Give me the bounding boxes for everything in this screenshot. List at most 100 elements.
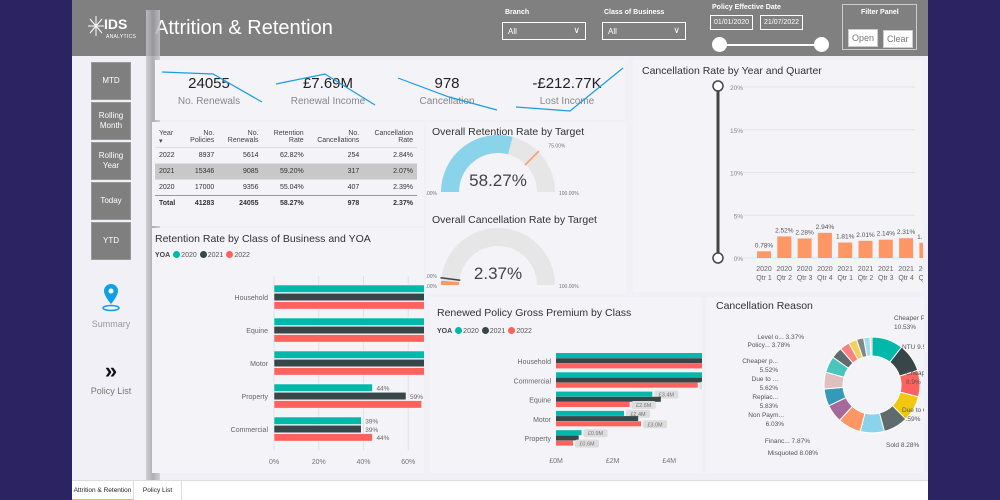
column-header[interactable]: Cancellation Rate — [374, 130, 413, 144]
today-button[interactable]: Today — [91, 182, 131, 220]
donut-slice — [869, 336, 873, 357]
x-tick-label: 2021 — [858, 266, 874, 273]
x-tick-label: Qtr 4 — [817, 275, 833, 282]
bar — [556, 416, 639, 422]
target-marker — [524, 150, 540, 166]
data-label-bg — [575, 439, 599, 448]
table-cell: 407 — [307, 179, 364, 196]
range-slider-top-handle[interactable] — [712, 80, 724, 92]
tab-attrition-retention[interactable]: Attrition & Retention — [72, 481, 134, 500]
data-label: 1.78% — [917, 234, 923, 241]
class-of-business-dropdown[interactable]: All ∨ — [602, 22, 686, 40]
branch-dropdown[interactable]: All ∨ — [502, 22, 586, 40]
column-header[interactable]: No. Cancellations — [317, 130, 360, 144]
rolling-month-button[interactable]: Rolling Month — [91, 102, 131, 140]
table-cell: Total — [155, 195, 181, 211]
x-tick-label: £4M — [663, 458, 677, 465]
x-tick-label: 2020 — [777, 266, 793, 273]
data-label: 2.94% — [816, 224, 835, 231]
target-label: 4.00% — [426, 274, 438, 280]
summary-nav[interactable]: Summary — [87, 282, 135, 329]
mtd-button[interactable]: MTD — [91, 62, 131, 100]
start-date-input[interactable]: 01/01/2020 — [710, 15, 754, 30]
bar — [556, 421, 641, 427]
data-label: £3.4M — [659, 393, 675, 399]
branch-label: Branch — [505, 9, 530, 16]
column-header[interactable]: No. Renewals — [227, 130, 259, 144]
class-of-business-label: Class of Business — [604, 9, 665, 16]
date-slider-start-handle[interactable] — [712, 37, 727, 52]
slice-value: 5.83% — [760, 403, 779, 410]
filter-panel-label: Filter Panel — [861, 9, 899, 16]
total-row[interactable]: Total 41283 24055 58.27% 978 2.37% — [155, 195, 417, 211]
bar — [556, 377, 702, 383]
x-tick-label: 40% — [356, 459, 370, 466]
ytd-button[interactable]: YTD — [91, 222, 131, 260]
category-label: Property — [525, 436, 552, 443]
range-slider-bottom-handle[interactable] — [712, 252, 724, 264]
category-label: Property — [242, 394, 269, 401]
data-label: 2.31% — [897, 229, 916, 236]
table-cell: 2.84% — [363, 147, 417, 164]
gauges-panel: Overall Retention Rate by Target 58.27% 0.… — [423, 122, 626, 294]
category-label: Equine — [529, 398, 551, 405]
gauges-svg: Overall Retention Rate by Target 58.27% 0.… — [423, 126, 597, 290]
table-row[interactable]: 2022 8937 5614 62.82% 254 2.84% — [155, 147, 417, 164]
x-tick-label: 2021 — [837, 266, 853, 273]
column-header[interactable]: Retention Rate — [273, 130, 304, 144]
policy-list-label: Policy List — [90, 386, 132, 396]
legend-item: 2021 — [489, 328, 506, 335]
table-cell: 978 — [307, 195, 364, 211]
gauge-title: Overall Retention Rate by Target — [432, 126, 584, 138]
slice-label: Cheaper Premium Else... — [894, 315, 924, 322]
slice-label: Cheape... — [906, 370, 924, 377]
table-cell: 59.20% — [262, 163, 308, 180]
table-cell: 24055 — [218, 195, 263, 211]
x-tick-label: Qtr 1 — [837, 275, 853, 282]
chart-legend: YOA 2020 2021 2022 — [155, 251, 250, 259]
bar — [273, 293, 424, 302]
rolling-year-button[interactable]: Rolling Year — [91, 142, 131, 180]
date-slider-end-handle[interactable] — [814, 37, 829, 52]
bar — [273, 326, 424, 335]
legend-item: 2020 — [463, 328, 479, 335]
table-cell: 41283 — [180, 195, 219, 211]
data-label: 39% — [365, 427, 378, 434]
end-date-input[interactable]: 21/07/2022 — [760, 15, 804, 30]
bar — [273, 301, 424, 310]
date-slider-track[interactable] — [722, 44, 822, 46]
open-filter-button[interactable]: Open — [848, 29, 879, 47]
logo-subtext: ANALYTICS — [106, 34, 137, 40]
table-cell: 254 — [307, 147, 364, 164]
table-cell: 58.27% — [262, 195, 308, 211]
kpi-label: No. Renewals — [177, 96, 241, 107]
target-label: 75.00% — [548, 144, 566, 150]
kpi-value: 978 — [434, 75, 460, 92]
x-tick-label: 2020 — [756, 266, 772, 273]
gauge-max-label: 100.00% — [559, 284, 579, 290]
bar — [556, 358, 702, 364]
x-tick-label: Qtr 4 — [898, 275, 914, 282]
bar — [273, 359, 424, 368]
chart-title: Retention Rate by Class of Business and … — [155, 233, 371, 245]
bar — [556, 402, 630, 407]
x-tick-label: 2022 — [919, 266, 923, 273]
table-cell: 2022 — [155, 147, 181, 164]
x-tick-label: 60% — [401, 459, 415, 466]
table-cell: 15346 — [180, 163, 219, 180]
x-tick-label: £0M — [549, 458, 563, 465]
table-row[interactable]: 2021 15346 9085 59.20% 317 2.07% — [155, 163, 417, 180]
table-cell: 62.82% — [262, 147, 308, 164]
policy-list-nav[interactable]: » Policy List — [82, 360, 140, 397]
table-row[interactable]: 2020 17000 9356 55.04% 407 2.39% — [155, 179, 417, 196]
tab-policy-list[interactable]: Policy List — [134, 481, 182, 500]
bar — [556, 382, 698, 388]
column-header[interactable]: Year ▾ — [159, 130, 174, 145]
filter-panel: Filter Panel Open Clear — [842, 4, 917, 50]
slice-label: Misquoted 8.08% — [768, 450, 818, 457]
target-marker — [440, 276, 461, 281]
clear-filter-button[interactable]: Clear — [883, 30, 913, 48]
kpi-renewals: 24055 No. Renewals — [154, 75, 264, 107]
premium-bar-chart: £0M£2M£4M£6MHousehold£5.8M£5.4MCommercia… — [514, 353, 702, 465]
column-header[interactable]: No. Policies — [190, 130, 215, 144]
